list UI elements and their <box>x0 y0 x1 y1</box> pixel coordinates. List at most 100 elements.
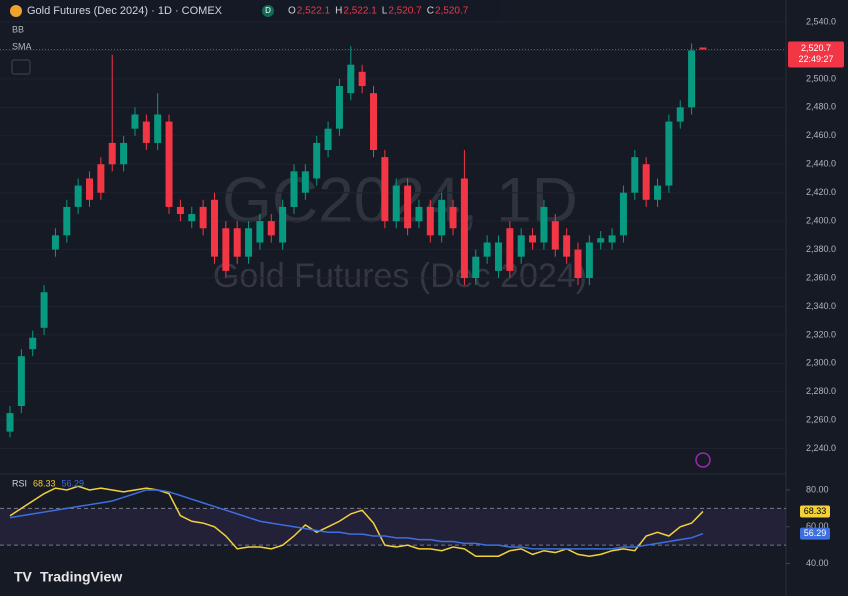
candle-body <box>404 185 412 229</box>
indicator-label[interactable]: SMA <box>12 41 32 51</box>
candle-body <box>415 206 423 222</box>
candle-body <box>176 206 184 215</box>
candle-body <box>74 185 82 207</box>
alert-icon[interactable] <box>695 452 711 468</box>
candle-body <box>608 235 616 243</box>
candle-body <box>426 206 434 236</box>
candle-body <box>290 171 298 207</box>
candle-body <box>597 238 605 243</box>
rsi-line <box>9 485 704 557</box>
candle-body <box>120 142 128 165</box>
candle-body <box>6 413 14 432</box>
ohlc-value: 2,520.7 <box>388 6 422 17</box>
rsi-legend-value: 68.33 <box>33 478 56 488</box>
candle-body <box>574 249 582 279</box>
candle-body <box>551 221 559 250</box>
y-tick-label: 2,460.0 <box>806 130 836 140</box>
market-badge: D <box>265 6 271 15</box>
candle-body <box>563 235 571 257</box>
rsi-value-box <box>800 505 830 518</box>
candle-body <box>529 235 537 243</box>
candle-body <box>688 50 696 108</box>
candle-body <box>142 121 150 143</box>
branding: TradingView <box>40 569 122 585</box>
candle-body <box>460 178 468 279</box>
candle-body <box>381 157 389 222</box>
candle-body <box>619 192 627 236</box>
candle-body <box>585 242 593 279</box>
candle-body <box>188 214 196 222</box>
candle-body <box>494 242 502 271</box>
candle-body <box>51 235 59 250</box>
branding-logo: TV <box>14 569 33 585</box>
ohlc-value: 2,522.1 <box>297 6 331 17</box>
y-tick-label: 2,360.0 <box>806 272 836 282</box>
y-tick-label: 60.00 <box>806 521 829 531</box>
y-tick-label: 2,300.0 <box>806 358 836 368</box>
candle-body <box>210 199 218 257</box>
candle-body <box>256 221 264 243</box>
candle-body <box>267 221 275 236</box>
candle-body <box>347 64 355 94</box>
candle-body <box>199 206 207 229</box>
candle-body <box>17 356 25 407</box>
candle-body <box>165 121 173 207</box>
rsi-band <box>0 508 786 546</box>
y-tick-label: 2,380.0 <box>806 244 836 254</box>
candle-body <box>438 199 446 236</box>
candle-body <box>301 171 309 193</box>
countdown: 22:49:27 <box>798 54 833 64</box>
last-price-box <box>788 41 844 68</box>
y-tick-label: 2,440.0 <box>806 159 836 169</box>
ohlc-value: 2,520.7 <box>435 6 469 17</box>
market-status[interactable] <box>262 5 274 17</box>
ohlc-key: O <box>288 6 296 17</box>
y-tick-label: 2,240.0 <box>806 443 836 453</box>
candle-body <box>676 107 684 122</box>
candle-body <box>131 114 139 129</box>
candle-body <box>654 185 662 200</box>
candle-body <box>642 164 650 200</box>
candle-body <box>506 228 514 271</box>
candle-body <box>86 178 94 200</box>
y-tick-label: 2,340.0 <box>806 301 836 311</box>
y-tick-label: 80.00 <box>806 484 829 494</box>
ohlc-key: C <box>427 6 434 17</box>
candle-body <box>517 235 525 257</box>
candle-body <box>324 128 332 151</box>
rsi-value-box <box>800 527 830 540</box>
rsi-title: RSI <box>12 478 27 488</box>
candle-body <box>631 157 639 193</box>
y-tick-label: 2,540.0 <box>806 16 836 26</box>
collapse-button[interactable] <box>11 59 31 75</box>
candle-body <box>222 228 230 271</box>
candle-body <box>245 228 253 257</box>
header-bg <box>0 0 500 20</box>
indicator-label[interactable]: BB <box>12 24 24 34</box>
watermark-symbol: GC2024, 1D <box>222 164 578 236</box>
y-tick-label: 2,500.0 <box>806 73 836 83</box>
candle-body <box>449 206 457 229</box>
rsi-value-label: 56.29 <box>804 528 827 538</box>
header-title[interactable]: Gold Futures (Dec 2024) · 1D · COMEX <box>27 5 223 17</box>
candle-body <box>370 93 378 151</box>
ohlc-legend: O 2,522.1 H 2,522.1 L 2,520.7 C 2,520.7 <box>288 6 469 17</box>
y-tick-label: 2,260.0 <box>806 415 836 425</box>
candle-body <box>358 71 366 87</box>
candle-body <box>154 114 162 143</box>
y-tick-label: 2,400.0 <box>806 216 836 226</box>
symbol-icon <box>10 5 22 17</box>
y-tick-label: 2,280.0 <box>806 386 836 396</box>
ohlc-key: L <box>382 6 388 17</box>
candle-body <box>472 256 480 279</box>
ohlc-value: 2,522.1 <box>343 6 377 17</box>
candle-body <box>279 206 287 243</box>
candle-body <box>233 228 241 257</box>
candle-body <box>665 121 673 186</box>
candle-body <box>29 337 37 350</box>
candle-body <box>335 86 343 129</box>
rsi-line <box>9 489 704 550</box>
candle-body <box>108 142 116 165</box>
